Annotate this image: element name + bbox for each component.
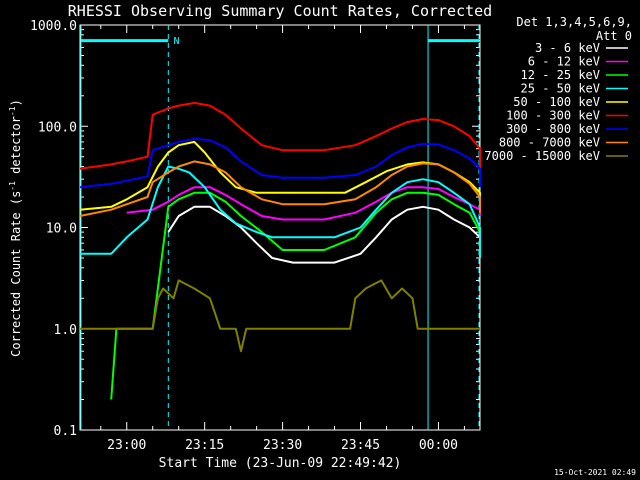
legend-label: 3 - 6 keV [535, 41, 600, 55]
y-tick-label: 100.0 [38, 120, 77, 135]
y-axis-title-part1: Corrected Count Rate (s [9, 191, 23, 357]
series-line [126, 186, 481, 221]
series-line [79, 101, 481, 170]
legend-label: 6 - 12 keV [528, 55, 600, 69]
series-line [79, 160, 481, 217]
y-axis-title: Corrected Count Rate (s-1 detector-1) [8, 99, 23, 357]
legend-header-line2: Att 0 [596, 29, 632, 43]
legend-label: 300 - 800 keV [506, 122, 600, 136]
night-label: N [174, 36, 180, 47]
series-line [80, 279, 480, 353]
series-line [79, 137, 481, 189]
x-tick-label: 23:15 [185, 438, 224, 453]
legend-label: 25 - 50 keV [521, 82, 600, 96]
legend-label: 12 - 25 keV [521, 68, 600, 82]
y-axis-title-sup2: -1 [8, 106, 17, 116]
y-tick-label: 1000.0 [30, 19, 77, 34]
y-tick-label: 10.0 [46, 222, 77, 237]
series-line [110, 191, 481, 400]
series-line [167, 205, 481, 264]
series-line [80, 165, 481, 258]
legend-label: 7000 - 15000 keV [484, 149, 600, 163]
y-tick-label: 0.1 [54, 424, 77, 439]
x-tick-label: 00:00 [419, 438, 458, 453]
legend-header-line1: Det 1,3,4,5,6,9, [516, 15, 632, 29]
x-tick-label: 23:45 [341, 438, 380, 453]
legend-label: 100 - 300 keV [506, 109, 600, 123]
y-axis-title-part3: ) [9, 99, 23, 106]
x-tick-label: 23:30 [263, 438, 302, 453]
legend-label: 800 - 7000 keV [499, 136, 600, 150]
legend-label: 50 - 100 keV [513, 95, 600, 109]
chart-title: RHESSI Observing Summary Count Rates, Co… [68, 2, 492, 20]
footer-timestamp: 15-Oct-2021 02:49 [554, 468, 636, 477]
x-tick-label: 23:00 [107, 438, 146, 453]
y-axis-title-part2: detector [9, 116, 23, 181]
y-tick-label: 1.0 [54, 323, 77, 338]
y-axis-title-sup1: -1 [8, 181, 17, 191]
x-axis-title: Start Time (23-Jun-09 22:49:42) [159, 456, 402, 471]
plot-area: 0.1 1.0 10.0 100.0 1000.0 23:00 23:15 23:30 23:4… [30, 19, 481, 453]
